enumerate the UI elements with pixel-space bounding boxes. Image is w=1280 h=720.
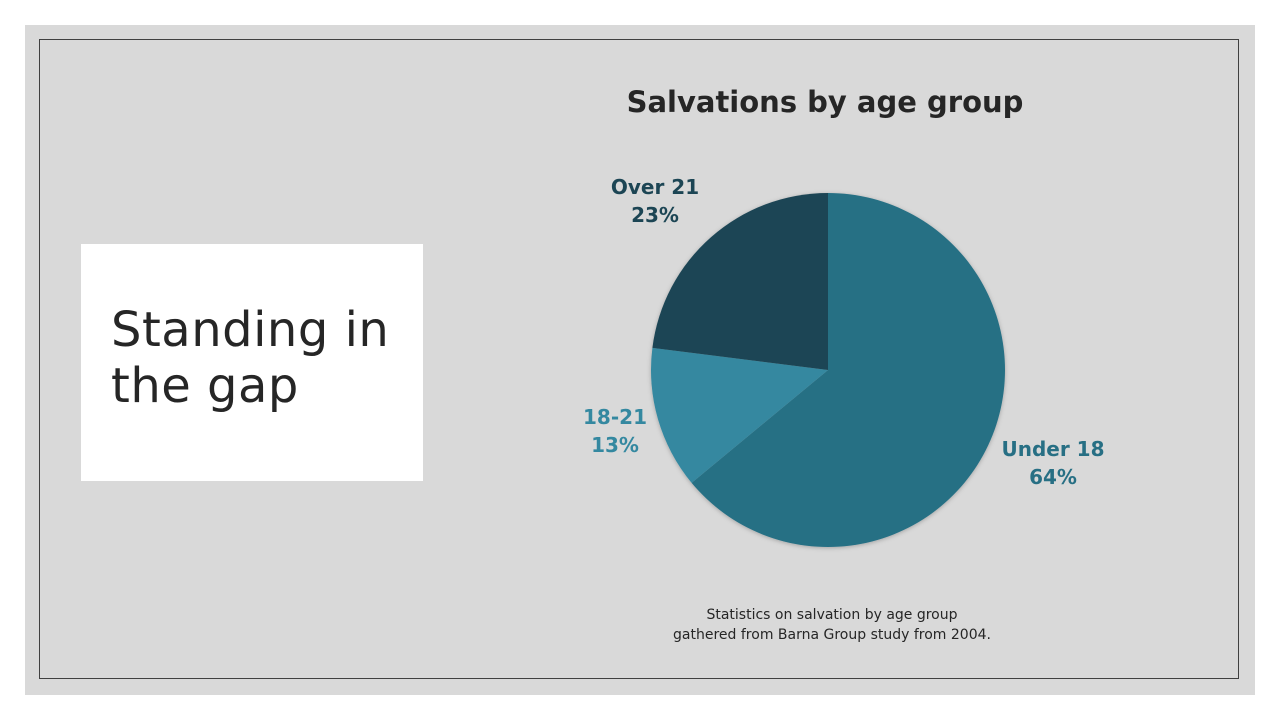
pie-slice-over-21 [652,193,828,370]
chart-caption: Statistics on salvation by age group gat… [582,605,1082,645]
title-box: Standing in the gap [81,244,423,481]
slide: Standing in the gap Salvations by age gr… [25,25,1255,695]
chart-title: Salvations by age group [626,85,1024,119]
slide-frame [39,39,1239,679]
pie-label-over-21-value: 23% [631,203,679,227]
pie-label-over-21: Over 21 23% [600,173,710,229]
slide-title: Standing in the gap [111,302,390,414]
pie-label-under-18-value: 64% [1029,465,1077,489]
pie-slices [651,193,1005,547]
pie-label-under-18: Under 18 64% [993,435,1113,491]
pie-label-18-21-value: 13% [591,433,639,457]
pie-label-18-21: 18-21 13% [570,403,660,459]
pie-label-over-21-name: Over 21 [610,175,700,199]
pie-label-under-18-name: Under 18 [1001,437,1105,461]
caption-line-1: Statistics on salvation by age group [706,607,958,623]
pie-slice-under-18 [691,193,1005,547]
pie-slice-18-21 [651,347,828,483]
caption-line-2: gathered from Barna Group study from 200… [673,627,991,643]
pie-chart [651,193,1005,547]
pie-label-18-21-name: 18-21 [583,405,647,429]
